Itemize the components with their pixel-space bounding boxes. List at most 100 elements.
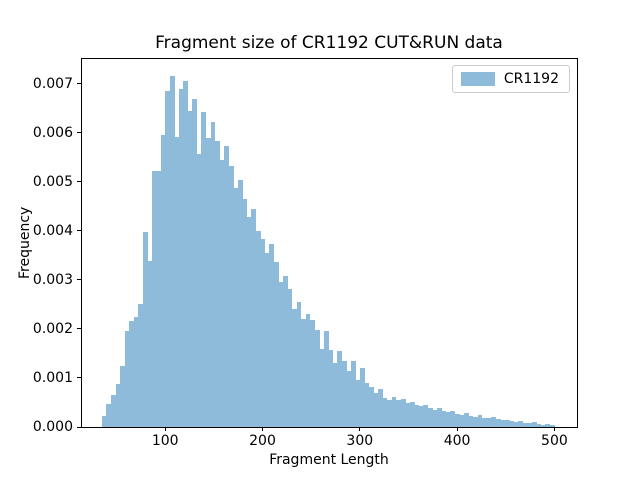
- histogram-bar: [463, 413, 469, 427]
- x-tick-label: 300: [346, 433, 374, 449]
- y-tick-label: 0.006: [32, 124, 73, 141]
- y-tick-mark: [77, 132, 81, 134]
- histogram-bar: [387, 400, 392, 427]
- histogram-bar: [219, 159, 225, 427]
- histogram-bar: [120, 366, 125, 427]
- histogram-bar: [373, 392, 379, 427]
- histogram-bar: [142, 232, 148, 427]
- histogram-bar: [432, 409, 438, 427]
- histogram-bar: [228, 165, 234, 427]
- histogram-bar: [255, 231, 261, 427]
- histogram-bars: [82, 59, 577, 427]
- histogram-bar: [215, 141, 220, 427]
- histogram-bar: [233, 187, 239, 427]
- plot-area: CR1192: [81, 58, 578, 428]
- histogram-bar: [246, 216, 252, 427]
- histogram-bar: [391, 396, 397, 427]
- x-tick-label: 500: [541, 433, 568, 449]
- histogram-bar: [178, 88, 184, 427]
- histogram-bar: [314, 330, 320, 427]
- histogram-bar: [409, 401, 415, 427]
- histogram-bar: [491, 417, 496, 427]
- histogram-bar: [106, 403, 112, 427]
- y-tick-label: 0.000: [32, 419, 73, 435]
- histogram-bar: [486, 418, 492, 427]
- y-tick-label: 0.001: [32, 369, 73, 386]
- y-tick-label: 0.002: [32, 320, 73, 337]
- histogram-bar: [414, 404, 420, 427]
- histogram-bar: [509, 421, 515, 427]
- histogram-bar: [423, 404, 429, 427]
- histogram-bar: [441, 411, 447, 427]
- histogram-bar: [287, 288, 293, 427]
- histogram-bar: [518, 421, 524, 427]
- histogram-bar: [527, 423, 533, 427]
- y-tick-mark: [77, 181, 81, 183]
- histogram-bar: [531, 422, 537, 427]
- histogram-bar: [323, 331, 329, 427]
- histogram-bar: [301, 318, 306, 427]
- x-tick-label: 400: [443, 433, 471, 449]
- histogram-bar: [377, 388, 383, 427]
- histogram-bar: [549, 425, 555, 427]
- x-tick-label: 100: [151, 433, 179, 449]
- histogram-bar: [332, 363, 338, 427]
- histogram-bar: [251, 208, 257, 427]
- histogram-bar: [341, 360, 347, 427]
- y-tick-mark: [77, 377, 81, 379]
- histogram-bar: [500, 420, 506, 427]
- histogram-bar: [536, 423, 542, 427]
- histogram-bar: [278, 282, 284, 427]
- histogram-bar: [382, 397, 388, 427]
- histogram-bar: [319, 348, 325, 427]
- histogram-bar: [454, 413, 460, 427]
- histogram-bar: [138, 303, 144, 427]
- histogram-bar: [445, 412, 451, 427]
- histogram-bar: [210, 121, 216, 427]
- y-tick-mark: [77, 328, 81, 330]
- histogram-bar: [350, 360, 356, 427]
- histogram-bar: [328, 349, 334, 427]
- histogram-bar: [183, 81, 189, 427]
- histogram-bar: [522, 422, 528, 427]
- histogram-bar: [192, 98, 198, 427]
- histogram-bar: [468, 415, 474, 427]
- histogram-bar: [540, 424, 546, 427]
- histogram-bar: [296, 302, 302, 427]
- x-tick-mark: [359, 427, 361, 431]
- histogram-bar: [273, 262, 279, 427]
- x-axis-label: Fragment Length: [269, 452, 389, 468]
- histogram-bar: [242, 198, 248, 427]
- histogram-bar: [206, 137, 211, 427]
- histogram-bar: [477, 415, 483, 427]
- histogram-bar: [337, 351, 343, 427]
- x-tick-mark: [262, 427, 263, 431]
- histogram-bar: [472, 416, 478, 427]
- y-tick-label: 0.007: [32, 75, 73, 92]
- y-tick-label: 0.005: [32, 173, 73, 190]
- x-tick-mark: [456, 427, 458, 431]
- histogram-bar: [400, 398, 406, 427]
- histogram-bar: [418, 406, 424, 427]
- histogram-bar: [495, 419, 501, 427]
- histogram-bar: [165, 91, 171, 427]
- histogram-bar: [224, 146, 230, 427]
- histogram-bar: [151, 171, 157, 427]
- histogram-bar: [196, 153, 202, 427]
- histogram-bar: [124, 331, 130, 427]
- histogram-bar: [427, 408, 433, 427]
- legend-label: CR1192: [503, 71, 559, 87]
- x-tick-mark: [553, 427, 555, 431]
- histogram-bar: [436, 408, 442, 427]
- x-tick-label: 200: [249, 433, 276, 449]
- histogram-bar: [269, 244, 275, 427]
- histogram-bar: [264, 253, 270, 427]
- histogram-bar: [545, 424, 551, 427]
- histogram-bar: [260, 238, 266, 427]
- y-tick-label: 0.003: [32, 271, 73, 288]
- histogram-bar: [450, 410, 456, 427]
- histogram-bar: [201, 112, 207, 427]
- histogram-bar: [355, 380, 361, 427]
- histogram-bar: [359, 368, 365, 427]
